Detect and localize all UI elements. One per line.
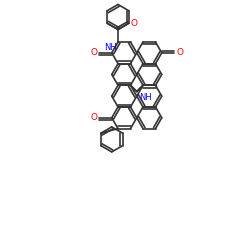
Text: NH: NH (139, 92, 151, 102)
Text: NH: NH (104, 42, 117, 51)
Text: O: O (130, 19, 137, 28)
Text: O: O (90, 113, 97, 122)
Text: O: O (176, 48, 183, 57)
Text: O: O (90, 48, 97, 57)
